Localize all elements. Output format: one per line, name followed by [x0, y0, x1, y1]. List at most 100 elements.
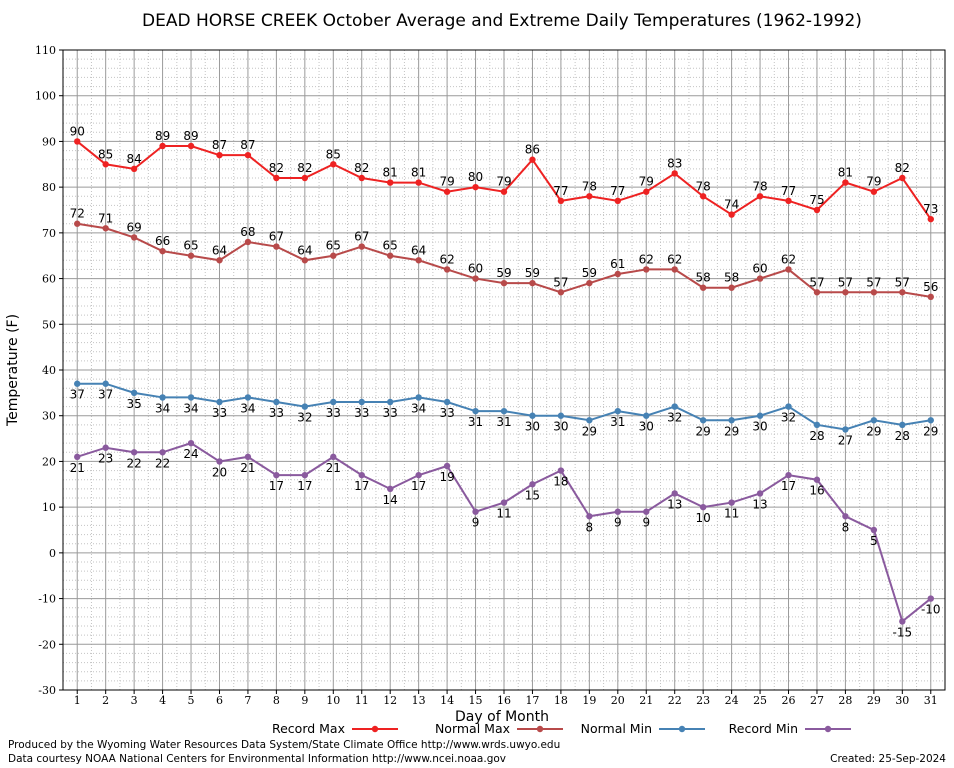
data-label: 10: [696, 511, 711, 525]
data-point: [187, 439, 195, 447]
data-label: 33: [354, 406, 369, 420]
data-point: [614, 270, 622, 278]
data-label: 59: [525, 266, 540, 280]
data-point: [443, 188, 451, 195]
data-point: [756, 490, 764, 497]
data-point: [728, 417, 735, 424]
data-point: [443, 462, 451, 470]
legend-swatch-marker: [678, 725, 686, 733]
legend-swatch-marker: [371, 725, 379, 733]
data-label: 31: [496, 415, 511, 429]
data-point: [330, 252, 337, 259]
data-label: 85: [326, 147, 341, 161]
data-point: [330, 161, 337, 168]
data-point: [529, 279, 536, 287]
data-label: 82: [354, 161, 369, 175]
data-label: 89: [155, 129, 170, 143]
data-label: 19: [439, 470, 454, 484]
x-tick-label: 22: [668, 694, 682, 707]
data-label: 57: [838, 275, 853, 289]
data-label: 8: [586, 520, 594, 534]
data-point: [813, 421, 821, 429]
x-tick-label: 10: [326, 694, 340, 707]
data-point: [813, 476, 821, 483]
data-label: 11: [496, 507, 511, 521]
data-point: [187, 142, 195, 150]
data-label: 32: [781, 411, 796, 425]
data-point: [899, 174, 906, 182]
data-label: 78: [696, 179, 711, 193]
x-tick-label: 19: [582, 694, 596, 707]
data-point: [899, 618, 906, 625]
x-tick-label: 4: [159, 694, 166, 707]
data-point: [500, 279, 508, 287]
data-point: [386, 252, 394, 259]
x-tick-label: 28: [838, 694, 852, 707]
data-label: 59: [496, 266, 511, 280]
data-label: 73: [923, 202, 938, 216]
data-point: [301, 403, 309, 410]
data-point: [244, 394, 252, 401]
data-point: [529, 481, 536, 488]
data-point: [273, 471, 280, 479]
data-point: [216, 398, 223, 406]
data-label: 32: [667, 411, 682, 425]
data-label: 87: [240, 138, 255, 152]
x-tick-label: 27: [810, 694, 824, 707]
data-point: [415, 257, 422, 264]
data-label: 67: [269, 230, 284, 244]
legend: Record Max Normal Max Normal Min Record Min: [272, 721, 851, 736]
data-point: [443, 266, 451, 273]
data-label: 33: [439, 406, 454, 420]
data-label: 33: [326, 406, 341, 420]
data-label: 17: [781, 479, 796, 493]
x-tick-label: 17: [525, 694, 539, 707]
footer-data-courtesy: Data courtesy NOAA National Centers for …: [8, 753, 506, 765]
data-label: 80: [468, 170, 483, 184]
data-label: -15: [893, 625, 913, 639]
data-label: 79: [439, 175, 454, 189]
data-point: [273, 243, 280, 250]
x-tick-label: 23: [696, 694, 710, 707]
major-grid: [63, 50, 945, 690]
data-point: [74, 220, 81, 227]
x-axis-title: Day of Month: [455, 709, 549, 725]
data-label: 22: [155, 456, 170, 470]
y-tick-label: 10: [42, 501, 56, 514]
y-tick-label: 80: [42, 181, 56, 194]
data-point: [586, 279, 593, 287]
data-point: [870, 526, 878, 534]
data-label: 30: [639, 420, 654, 434]
data-point: [586, 193, 593, 200]
data-point: [870, 188, 878, 195]
data-label: 58: [696, 271, 711, 285]
x-axis: 1 2 3 4 5 6 7 8 9 10 11 12 13 14 15 16 17 18 19 20 21 22 23 24 2…: [74, 690, 938, 707]
data-point: [216, 257, 223, 264]
data-point: [130, 389, 138, 397]
data-point: [643, 188, 650, 195]
data-point: [643, 508, 650, 515]
data-label: 18: [553, 475, 568, 489]
data-point: [130, 449, 138, 456]
data-label: 33: [269, 406, 284, 420]
x-tick-label: 11: [355, 694, 369, 707]
data-label: 14: [383, 493, 398, 507]
x-tick-label: 14: [440, 694, 454, 707]
legend-label: Normal Max: [435, 721, 510, 736]
data-label: 11: [724, 507, 739, 521]
x-tick-label: 1: [74, 694, 81, 707]
data-label: 78: [752, 179, 767, 193]
legend-label: Record Max: [272, 721, 345, 736]
series-normal-min: 37 37 35 34 34 33 34 33 32 33 33 33 34 33 31 31 30 30 29 31…: [70, 380, 938, 447]
data-label: 8: [842, 520, 850, 534]
data-point: [358, 398, 365, 406]
y-axis: -30 -20 -10 0 10 20 30 40 50 60 70 80 90 100 110: [35, 44, 63, 697]
data-point: [842, 289, 849, 296]
data-point: [216, 458, 223, 465]
data-label: 37: [98, 388, 113, 402]
data-label: 21: [70, 461, 85, 475]
data-point: [273, 174, 280, 182]
legend-swatch-marker: [824, 725, 832, 733]
data-point: [500, 188, 508, 195]
